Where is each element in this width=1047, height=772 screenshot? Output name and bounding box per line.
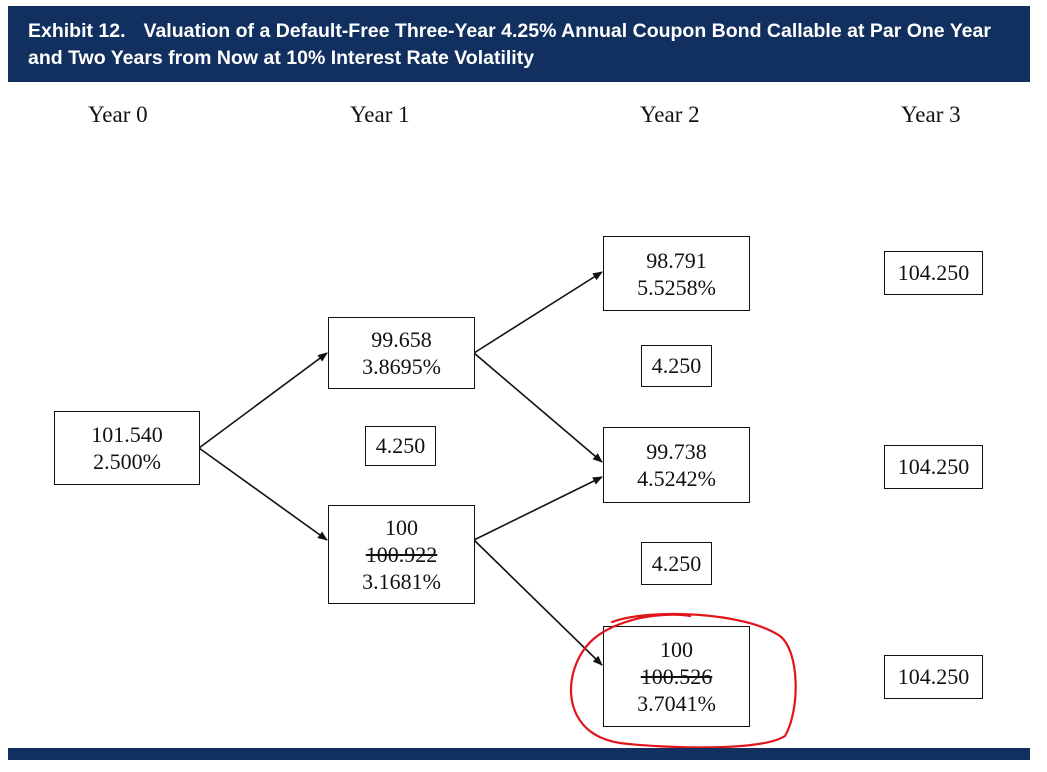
year-1-label: Year 1 (350, 102, 410, 127)
arrow-y0-to-y1-up (198, 352, 328, 449)
node-year2-mid: 99.738 4.5242% (603, 427, 750, 503)
exhibit-label: Exhibit 12. (28, 20, 126, 42)
arrow-y1-down-to-y2-mid (473, 476, 603, 541)
year-2-label: Year 2 (640, 102, 700, 127)
node-year2-mid-value: 99.738 (646, 439, 707, 464)
footer-bar (8, 748, 1030, 760)
node-year2-up-value: 98.791 (646, 247, 707, 273)
node-year1-down-value: 100 (385, 515, 418, 540)
coupon-year1: 4.250 (365, 426, 436, 466)
node-year3-bottom: 104.250 (884, 655, 983, 699)
arrow-y0-to-y1-down (198, 447, 328, 541)
node-year2-down-struck-value: 100.526 (640, 664, 713, 689)
node-year2-mid-rate: 4.5242% (637, 466, 716, 491)
node-year1-down-rate: 3.1681% (362, 569, 441, 594)
node-year0-rate: 2.500% (93, 449, 161, 474)
node-year2-down-rate: 3.7041% (637, 691, 716, 716)
node-year1-up-rate: 3.8695% (362, 354, 441, 379)
node-year1-up: 99.658 3.8695% (328, 317, 475, 389)
node-year1-up-value: 99.658 (371, 327, 432, 352)
arrow-y1-down-to-y2-down (473, 539, 603, 666)
node-year2-up-rate: 5.5258% (637, 274, 716, 300)
node-year0-value: 101.540 (91, 422, 163, 447)
exhibit-header: Exhibit 12. Valuation of a Default-Free T… (8, 6, 1030, 82)
node-year1-down: 100 100.922 3.1681% (328, 505, 475, 604)
node-year3-top: 104.250 (884, 251, 983, 295)
node-year1-down-struck-value: 100.922 (365, 542, 438, 567)
node-year2-down: 100 100.526 3.7041% (603, 626, 750, 727)
exhibit-title: Valuation of a Default-Free Three-Year 4… (28, 20, 991, 69)
node-year2-down-value: 100 (660, 637, 693, 662)
year-0-label: Year 0 (88, 102, 148, 127)
arrow-y1-up-to-y2-mid (473, 352, 603, 463)
node-year2-up: 98.791 5.5258% (603, 236, 750, 311)
node-year0: 101.540 2.500% (54, 411, 200, 485)
coupon-year2-upper: 4.250 (641, 345, 712, 387)
node-year3-middle: 104.250 (884, 445, 983, 489)
arrow-y1-up-to-y2-up (473, 271, 603, 354)
year-3-label: Year 3 (901, 102, 961, 127)
coupon-year2-lower: 4.250 (641, 542, 712, 585)
